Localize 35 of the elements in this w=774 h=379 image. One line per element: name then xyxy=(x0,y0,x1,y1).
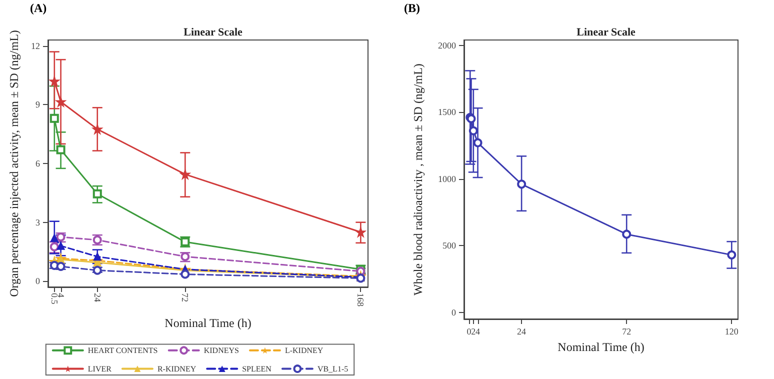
legend-label: R-KIDNEY xyxy=(157,364,196,374)
legend-label: HEART CONTENTS xyxy=(88,346,158,355)
y-tick-label: 1500 xyxy=(438,107,456,118)
x-tick-label: 72 xyxy=(180,293,190,302)
y-tick-label: 2000 xyxy=(438,40,456,50)
legend-label: KIDNEYS xyxy=(204,346,239,355)
y-tick-label: 1000 xyxy=(438,174,456,184)
x-tick-label: 72 xyxy=(622,326,632,336)
legend-label: VB_L1-5 xyxy=(317,364,348,374)
x-axis-title: Nominal Time (h) xyxy=(164,316,252,330)
y-tick-label: 9 xyxy=(36,100,40,110)
y-tick-label: 0 xyxy=(452,307,456,318)
chart-title: Linear Scale xyxy=(576,26,636,38)
text: (B) xyxy=(404,1,420,15)
y-tick-label: 0 xyxy=(36,276,40,286)
legend-label: L-KIDNEY xyxy=(284,346,324,355)
x-tick-label: 24 xyxy=(517,326,527,336)
y-tick-label: 3 xyxy=(36,217,40,228)
y-axis-title: Organ percentage injected activity, mean ± SD (ng/mL) xyxy=(7,30,22,297)
x-tick-label: 4 xyxy=(476,326,481,336)
legend-label: SPLEEN xyxy=(242,364,272,374)
y-tick-label: 6 xyxy=(36,158,40,168)
x-tick-label: 24 xyxy=(92,293,102,302)
text: (A) xyxy=(30,1,47,15)
y-tick-label: 500 xyxy=(442,240,456,251)
x-tick-label: 0 xyxy=(466,326,472,336)
x-tick-label: 120 xyxy=(724,326,739,336)
y-tick-label: 12 xyxy=(31,40,40,51)
legend-label: LIVER xyxy=(88,364,112,374)
x-tick-label: 2 xyxy=(471,326,476,336)
x-tick-label: 0.5 xyxy=(49,293,60,305)
x-tick-label: 168 xyxy=(356,293,366,307)
x-axis-title: Nominal Time (h) xyxy=(558,340,644,354)
chart-title: Linear Scale xyxy=(184,26,242,38)
y-axis-title: Whole blood radioactivity , mean ± SD (ng/mL) xyxy=(411,64,425,296)
